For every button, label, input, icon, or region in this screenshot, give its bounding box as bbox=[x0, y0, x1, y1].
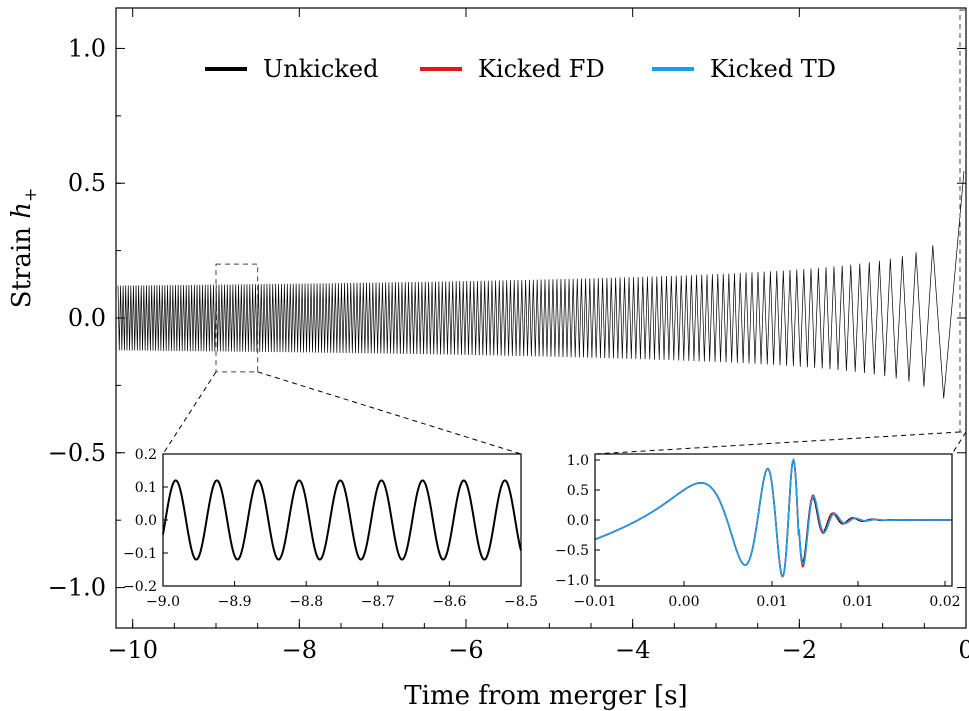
main-axes: −10 −8 −6 −4 −2 0 1.0 0.5 0.0 −0.5 −1.0 bbox=[48, 7, 969, 664]
inset-left-x-tick-label: −9.0 bbox=[146, 594, 180, 610]
legend-label: Kicked FD bbox=[478, 55, 605, 83]
main-series-line bbox=[117, 171, 965, 399]
connector-left bbox=[162, 371, 217, 455]
y-axis-label-var: h bbox=[7, 202, 37, 219]
inset-left-x-tick-label: −8.7 bbox=[361, 594, 395, 610]
connector-right bbox=[257, 371, 522, 455]
inset-right-x-tick-label: 0.01 bbox=[756, 594, 787, 610]
x-tick-label: −2 bbox=[782, 636, 817, 664]
inset-left-y-tick-label: −0.1 bbox=[123, 546, 157, 562]
inset-left-x-tick-label: −8.9 bbox=[218, 594, 252, 610]
inset-right-kicked-td-line bbox=[594, 458, 952, 578]
inset-right-x-tick-label: 0.02 bbox=[929, 594, 960, 610]
legend: Unkicked Kicked FD Kicked TD bbox=[205, 55, 836, 83]
inset-left-y-tick-label: 0.0 bbox=[135, 513, 157, 529]
x-tick-label: −6 bbox=[448, 636, 483, 664]
x-axis-label: Time from merger [s] bbox=[404, 681, 687, 711]
inset-left: −9.0 −8.9 −8.8 −8.7 −8.6 −8.5 0.2 0.1 0.0 −0.1 −0.… bbox=[123, 447, 538, 610]
inset-left-series-line bbox=[162, 479, 522, 561]
y-axis-label: Strain h+ bbox=[7, 188, 41, 309]
main-waveform bbox=[117, 171, 965, 399]
legend-label: Unkicked bbox=[263, 55, 378, 83]
inset-right-y-tick-label: 0.5 bbox=[567, 483, 589, 499]
inset-left-x-tick-label: −8.6 bbox=[432, 594, 466, 610]
inset-right-y-tick-label: 0.0 bbox=[567, 513, 589, 529]
inset-left-background bbox=[163, 454, 521, 586]
inset-right-x-tick-label: −0.01 bbox=[574, 594, 617, 610]
inset-right-y-tick-label: −0.5 bbox=[555, 543, 589, 559]
inset-left-x-tick-label: −8.5 bbox=[504, 594, 538, 610]
inset-left-y-tick-label: −0.2 bbox=[123, 579, 157, 595]
inset-connectors bbox=[162, 371, 967, 455]
inset-right-y-tick-label: −1.0 bbox=[555, 573, 589, 589]
inset-right-x-tick-label: 0.00 bbox=[668, 594, 699, 610]
y-axis-label-sub: + bbox=[21, 188, 41, 202]
x-tick-label: −10 bbox=[107, 636, 158, 664]
connector-merger-left bbox=[594, 431, 961, 455]
inset-left-x-tick-label: −8.8 bbox=[289, 594, 323, 610]
y-tick-label: 1.0 bbox=[68, 34, 106, 62]
inset-right: −0.01 0.00 0.01 0.01 0.02 1.0 0.5 0.0 −0.5 −1.0 bbox=[555, 453, 961, 610]
y-tick-label: −1.0 bbox=[48, 574, 106, 602]
zoom-rectangle bbox=[215, 263, 259, 373]
y-tick-label: 0.0 bbox=[68, 304, 106, 332]
axis-labels: Time from merger [s] Strain h+ bbox=[7, 188, 688, 711]
x-tick-label: −4 bbox=[615, 636, 650, 664]
inset-left-y-tick-label: 0.1 bbox=[135, 480, 157, 496]
y-axis-label-main: Strain bbox=[7, 219, 37, 309]
inset-right-y-tick-label: 1.0 bbox=[567, 453, 589, 469]
inset-right-x-tick-label: 0.01 bbox=[842, 594, 873, 610]
inset-left-y-tick-label: 0.2 bbox=[135, 447, 157, 463]
x-tick-label: −8 bbox=[282, 636, 317, 664]
y-tick-label: 0.5 bbox=[68, 169, 106, 197]
x-tick-label: 0 bbox=[958, 636, 969, 664]
connector-merger-right bbox=[951, 431, 967, 455]
legend-label: Kicked TD bbox=[710, 55, 836, 83]
y-tick-label: −0.5 bbox=[48, 439, 106, 467]
